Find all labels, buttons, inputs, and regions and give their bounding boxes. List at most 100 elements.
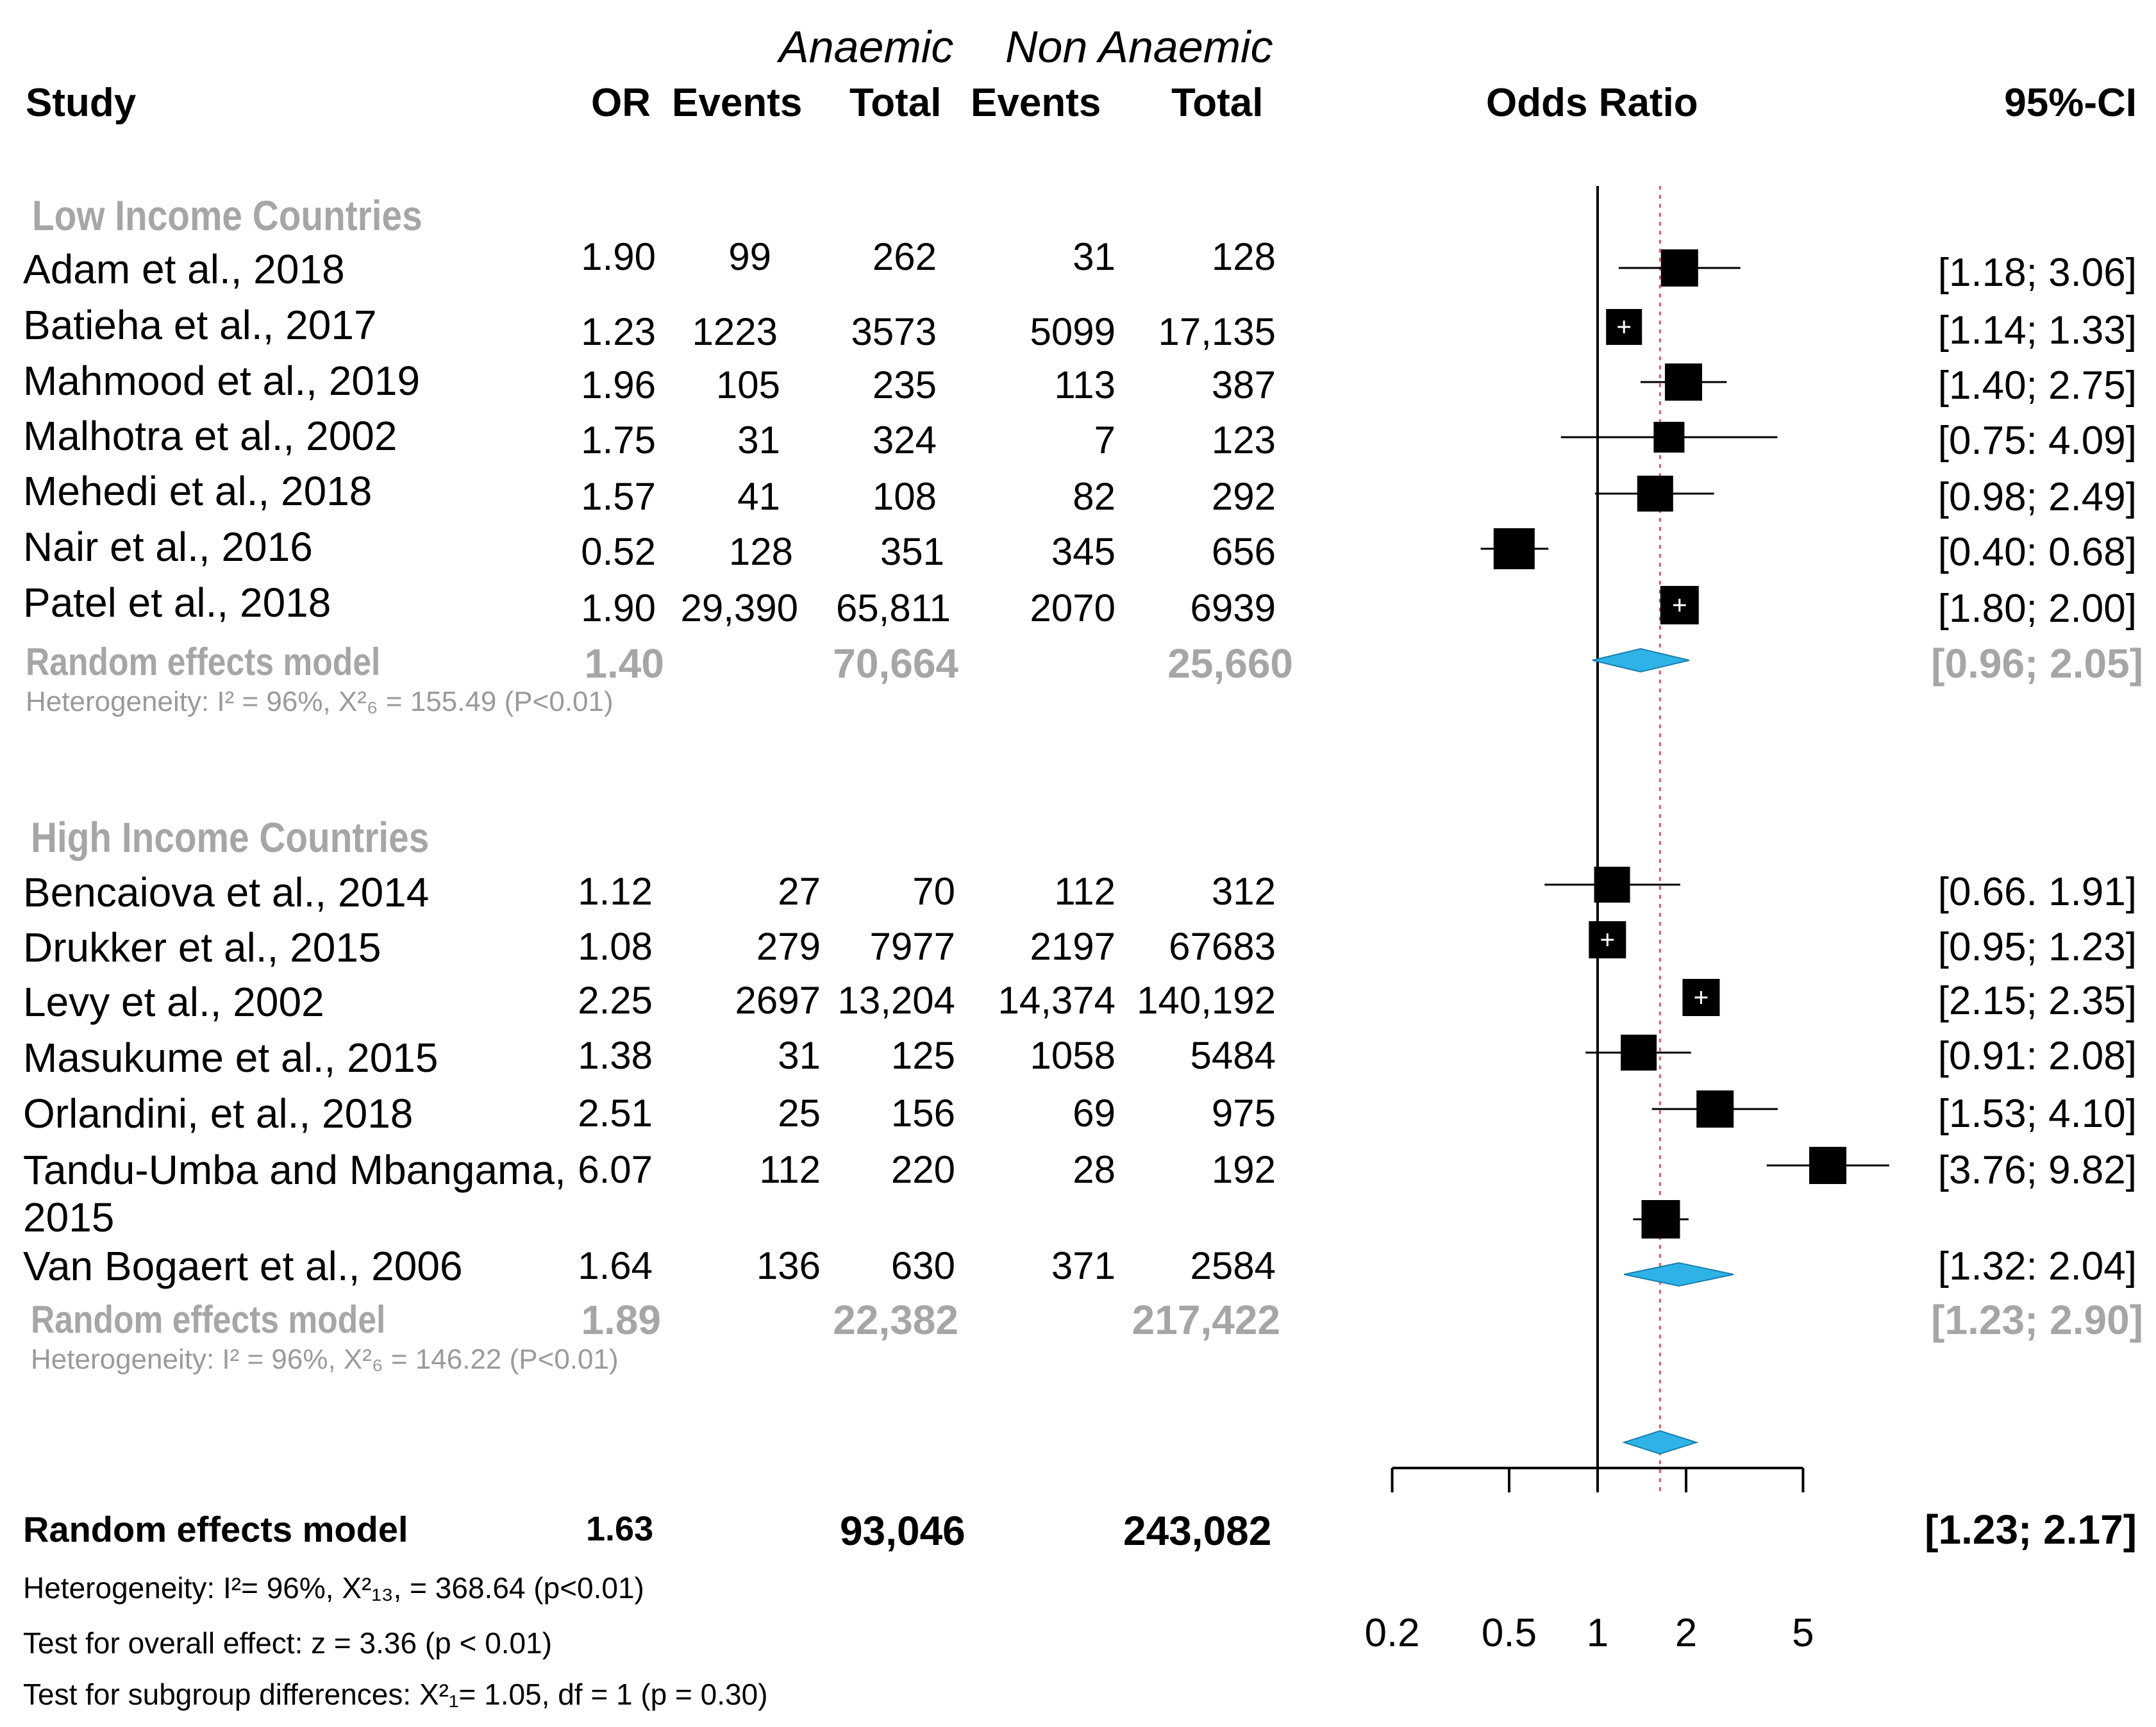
total-anaemic: 7977: [869, 925, 955, 968]
events-anaemic: 31: [778, 1034, 821, 1077]
pooled-diamond: [1624, 1262, 1734, 1287]
study-square: [1809, 1147, 1847, 1184]
study-name: Malhotra et al., 2002: [23, 413, 397, 459]
x-tick-label: 0.5: [1482, 1611, 1537, 1655]
or-value: 2.51: [578, 1092, 653, 1135]
overall-ci: [1.23; 2.17]: [1925, 1506, 2137, 1553]
total-non-anaemic: 975: [1211, 1092, 1276, 1135]
heterogeneity-overall: Heterogeneity: I²= 96%, X²₁₃, = 368.64 (…: [23, 1571, 644, 1605]
ci-value: [0.75: 4.09]: [1937, 419, 2137, 463]
events-non-anaemic: 371: [1051, 1244, 1116, 1287]
study-name: Orlandini, et al., 2018: [23, 1090, 414, 1137]
total-non-anaemic: 292: [1211, 475, 1276, 518]
total-non-anaemic: 67683: [1169, 925, 1276, 968]
total-non-anaemic: 17,135: [1158, 310, 1276, 353]
ci-value: [0.96; 2.05]: [1931, 640, 2143, 687]
events-non-anaemic: 2070: [1030, 587, 1116, 630]
study-name: Masukume et al., 2015: [23, 1035, 439, 1081]
x-tick-label: 0.2: [1364, 1611, 1419, 1655]
anaemic-header: Anaemic: [779, 22, 954, 72]
total-non-anaemic: 2584: [1190, 1244, 1276, 1287]
col-or: OR: [591, 81, 651, 125]
or-value: 1.64: [578, 1244, 653, 1287]
ci-value: [1.40; 2.75]: [1937, 363, 2137, 408]
events-anaemic: 41: [737, 475, 780, 518]
total-anaemic: 324: [872, 419, 937, 462]
events-non-anaemic: 14,374: [998, 979, 1116, 1022]
study-name: Drukker et al., 2015: [23, 924, 381, 971]
study-name: Van Bogaert et al., 2006: [23, 1243, 463, 1289]
study-name: Mehedi et al., 2018: [23, 468, 372, 514]
or-value: 1.89: [581, 1297, 661, 1343]
or-value: 1.57: [581, 475, 656, 518]
x-tick-label: 1: [1587, 1611, 1609, 1655]
total-anaemic: 125: [890, 1034, 955, 1077]
test-subgroup-differences: Test for subgroup differences: X²₁= 1.05…: [23, 1678, 768, 1711]
events-non-anaemic: 5099: [1030, 310, 1116, 353]
heterogeneity-high-income: Heterogeneity: I² = 96%, X²₆ = 146.22 (P…: [31, 1344, 619, 1375]
total-anaemic: 108: [872, 475, 937, 518]
or-value: 1.38: [578, 1034, 653, 1077]
total-anaemic: 13,204: [837, 979, 955, 1022]
ci-value: [1.14; 1.33]: [1937, 308, 2137, 353]
ci-value: [0.40: 0.68]: [1937, 530, 2137, 574]
overall-label: Random effects model: [23, 1509, 408, 1549]
study-square: [1664, 363, 1702, 401]
study-name: Adam et al., 2018: [23, 246, 345, 292]
total-non-anaemic: 140,192: [1137, 979, 1276, 1022]
study-name: Mahmood et al., 2019: [23, 358, 421, 404]
events-non-anaemic: 345: [1051, 530, 1116, 573]
events-non-anaemic: 7: [1094, 419, 1116, 462]
events-anaemic: 2697: [735, 979, 821, 1022]
col-total-anaemic: Total: [849, 81, 942, 125]
group-title-high-income: High Income Countries: [31, 813, 430, 861]
total-non-anaemic: 217,422: [1132, 1297, 1280, 1343]
total-anaemic: 70: [912, 870, 955, 913]
ci-value: [1.32: 2.04]: [1937, 1244, 2137, 1289]
overall-or: 1.63: [586, 1510, 654, 1548]
group-title-low-income: Low Income Countries: [32, 192, 422, 239]
x-tick-label: 2: [1675, 1611, 1697, 1655]
total-anaemic: 65,811: [835, 587, 951, 630]
or-value: 1.96: [581, 363, 656, 406]
or-value: 1.90: [581, 587, 656, 630]
pooled-diamond: [1592, 647, 1690, 673]
col-odds-ratio: Odds Ratio: [1486, 81, 1698, 125]
study-square: [1653, 422, 1685, 453]
ci-value: [1.23; 2.90]: [1931, 1297, 2143, 1343]
events-anaemic: 99: [728, 235, 771, 278]
x-tick-label: 5: [1792, 1611, 1814, 1655]
events-non-anaemic: 31: [1073, 235, 1116, 278]
events-non-anaemic: 82: [1073, 475, 1116, 518]
study-square: [1589, 921, 1626, 958]
events-non-anaemic: 1058: [1030, 1034, 1116, 1077]
events-anaemic: 29,390: [680, 587, 798, 630]
total-non-anaemic: 312: [1211, 870, 1276, 913]
total-non-anaemic: 123: [1211, 419, 1276, 462]
ci-value: [1.53; 4.10]: [1937, 1092, 2137, 1136]
ci-value: [1.18; 3.06]: [1937, 251, 2137, 295]
events-non-anaemic: 112: [1054, 870, 1116, 913]
study-square: [1637, 476, 1673, 512]
or-value: 6.07: [578, 1148, 653, 1191]
events-anaemic: 112: [759, 1148, 821, 1191]
col-total-non-anaemic: Total: [1171, 81, 1264, 125]
or-value: 1.75: [581, 419, 656, 462]
or-value: 1.40: [584, 640, 664, 687]
study-square: [1606, 309, 1642, 345]
study-name: Levy et al., 2002: [23, 979, 324, 1025]
ci-value: [3.76; 9.82]: [1937, 1148, 2137, 1192]
model-label: Random effects model: [31, 1298, 386, 1341]
study-square: [1594, 867, 1630, 903]
events-anaemic: 136: [756, 1244, 821, 1287]
total-non-anaemic: 192: [1211, 1148, 1276, 1191]
events-anaemic: 25: [778, 1092, 821, 1135]
ci-value: [0.98; 2.49]: [1937, 475, 2137, 519]
col-study: Study: [26, 81, 137, 125]
overall-total-non-anaemic: 243,082: [1123, 1508, 1272, 1554]
total-anaemic: 22,382: [833, 1297, 958, 1343]
study-square: [1682, 979, 1720, 1016]
total-anaemic: 630: [890, 1244, 955, 1287]
study-name: Bencaiova et al., 2014: [23, 869, 430, 915]
pooled-diamond: [1621, 1430, 1699, 1455]
